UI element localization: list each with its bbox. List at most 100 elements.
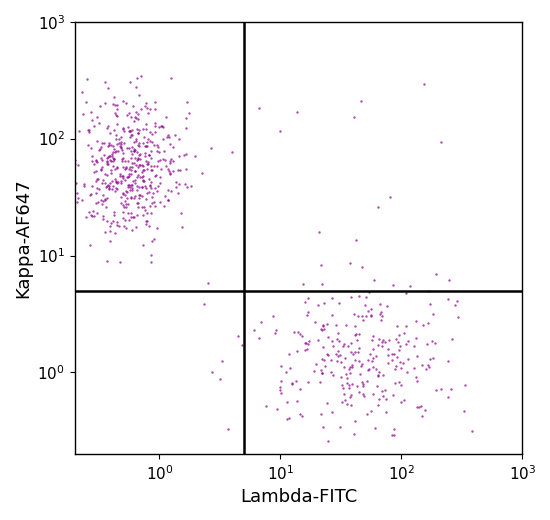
Point <box>103 181 112 190</box>
Point <box>328 310 337 319</box>
Point <box>134 199 142 207</box>
Point <box>318 322 327 331</box>
Point <box>147 154 156 162</box>
Point <box>403 368 411 376</box>
Point <box>373 371 382 380</box>
Point <box>163 186 172 194</box>
Point <box>424 319 432 328</box>
Point <box>140 152 149 160</box>
Point <box>388 350 397 358</box>
Point <box>117 144 125 152</box>
Point <box>142 157 151 165</box>
Point <box>156 165 165 173</box>
Point <box>102 183 111 191</box>
Point <box>124 170 133 178</box>
Point <box>101 170 109 178</box>
Point <box>103 84 112 93</box>
Point <box>348 363 356 371</box>
Point <box>91 189 100 198</box>
Point <box>145 150 153 159</box>
Point <box>141 206 150 214</box>
Point <box>156 173 164 181</box>
Point <box>82 98 91 106</box>
Point <box>134 91 143 99</box>
Point <box>116 172 125 180</box>
Point <box>144 135 152 143</box>
Point <box>110 126 119 135</box>
Point <box>87 116 96 124</box>
Point <box>129 145 138 153</box>
Point <box>418 320 427 329</box>
Point <box>326 453 335 462</box>
Point <box>132 73 141 82</box>
Point <box>283 415 292 423</box>
Point <box>429 309 438 318</box>
Point <box>98 179 107 187</box>
Point <box>135 126 144 134</box>
Point <box>175 165 184 174</box>
Point <box>146 180 155 189</box>
Point <box>418 361 427 369</box>
Point <box>178 223 186 231</box>
Point <box>131 83 140 92</box>
Point <box>424 361 433 369</box>
Point <box>117 193 126 201</box>
Point <box>329 342 338 350</box>
Point <box>113 185 122 193</box>
Point <box>319 321 328 329</box>
Point <box>368 362 377 371</box>
Point <box>98 191 107 199</box>
Point <box>97 196 106 204</box>
Point <box>139 162 147 170</box>
Point <box>134 202 142 211</box>
Point <box>375 335 383 343</box>
Point <box>121 165 130 173</box>
Point <box>397 363 405 372</box>
Point <box>141 142 150 151</box>
Point <box>122 200 131 208</box>
Point <box>145 128 154 136</box>
Point <box>73 198 81 206</box>
Point <box>103 182 112 190</box>
Point <box>257 318 266 326</box>
Point <box>111 165 119 174</box>
Point <box>153 182 162 190</box>
Point <box>197 169 206 177</box>
Point <box>164 133 173 141</box>
Point <box>161 156 169 164</box>
Point <box>166 159 175 167</box>
Point <box>100 78 109 86</box>
Point <box>108 185 117 193</box>
Point <box>287 380 296 388</box>
Point <box>84 126 93 135</box>
Point <box>163 196 172 204</box>
Point <box>339 389 348 398</box>
Point <box>177 209 186 217</box>
Point <box>118 146 127 154</box>
Point <box>365 365 373 373</box>
Point <box>297 412 306 421</box>
Point <box>399 329 408 337</box>
Point <box>112 218 121 227</box>
Point <box>381 386 389 394</box>
Point <box>118 172 127 180</box>
Point <box>71 160 80 168</box>
Point <box>368 354 377 362</box>
Point <box>70 159 79 167</box>
Point <box>152 187 161 195</box>
Point <box>281 368 290 376</box>
Point <box>349 113 358 121</box>
Point <box>106 219 115 227</box>
Point <box>168 157 177 165</box>
Point <box>386 193 394 202</box>
Point <box>133 129 142 137</box>
Point <box>184 109 193 117</box>
Point <box>180 180 189 188</box>
Point <box>156 121 165 129</box>
Point <box>138 183 146 191</box>
Point <box>354 347 362 356</box>
Point <box>128 226 136 235</box>
Point <box>118 172 127 180</box>
Point <box>322 349 331 358</box>
Point <box>95 145 104 153</box>
